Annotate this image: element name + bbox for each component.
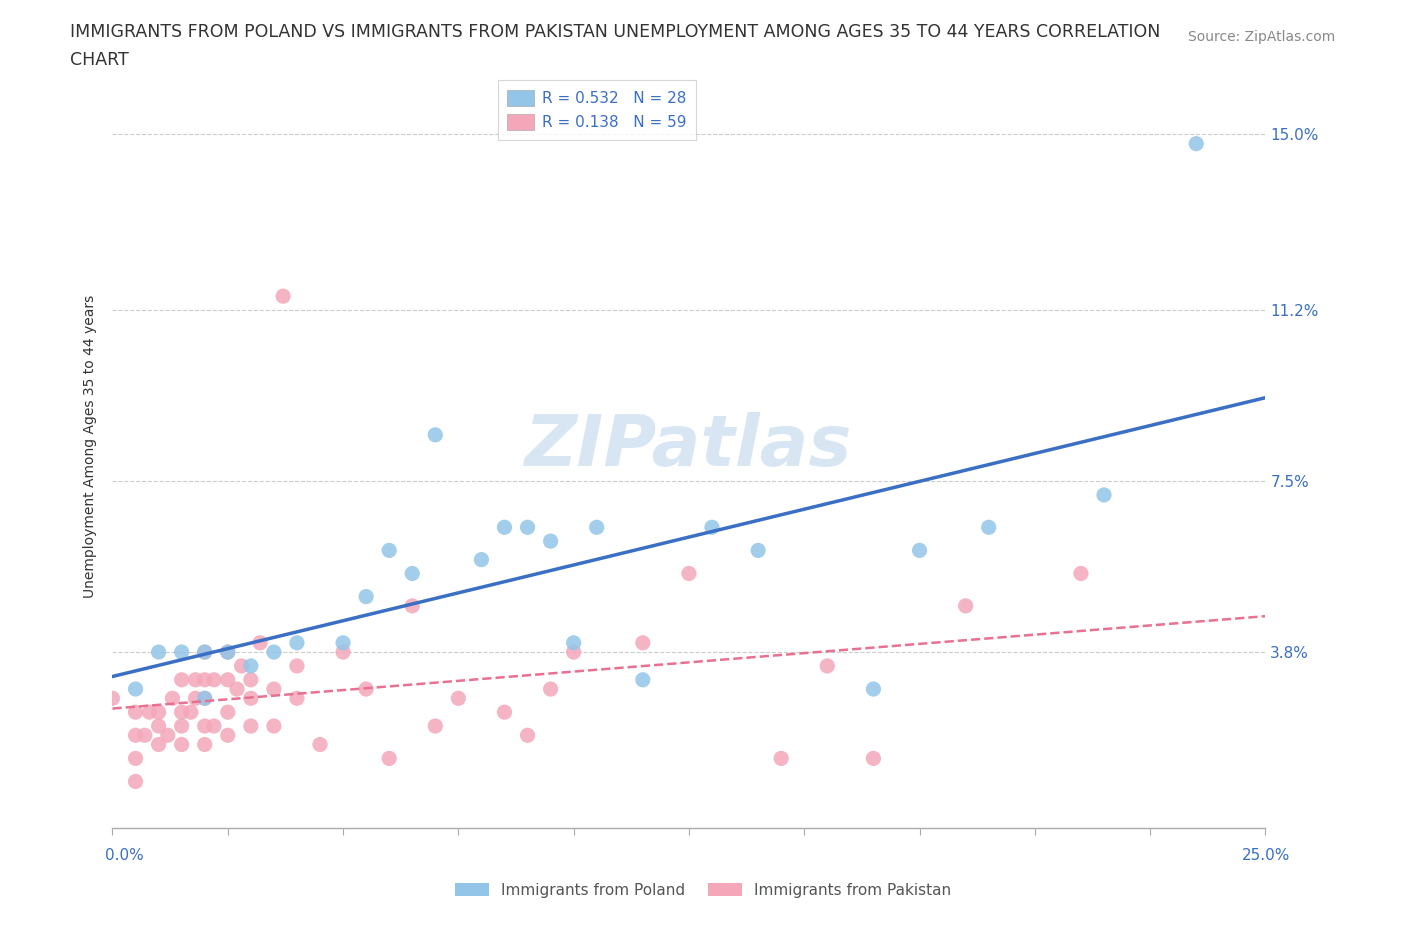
Point [631, 672, 654, 687]
Point [194, 737, 217, 752]
Point [332, 635, 354, 650]
Point [148, 644, 170, 659]
Point [217, 672, 239, 687]
Point [309, 737, 332, 752]
Point [585, 520, 607, 535]
Point [156, 728, 179, 743]
Point [202, 719, 225, 734]
Point [263, 682, 285, 697]
Text: Source: ZipAtlas.com: Source: ZipAtlas.com [1188, 30, 1336, 44]
Point [1092, 487, 1115, 502]
Point [162, 691, 184, 706]
Point [562, 644, 585, 659]
Point [955, 598, 977, 613]
Point [401, 598, 423, 613]
Legend: Immigrants from Poland, Immigrants from Pakistan: Immigrants from Poland, Immigrants from … [449, 876, 957, 904]
Y-axis label: Unemployment Among Ages 35 to 44 years: Unemployment Among Ages 35 to 44 years [83, 295, 97, 598]
Point [180, 705, 202, 720]
Point [194, 719, 217, 734]
Point [378, 751, 401, 765]
Point [540, 682, 562, 697]
Point [1185, 136, 1208, 151]
Point [470, 552, 492, 567]
Point [285, 658, 308, 673]
Point [124, 751, 146, 765]
Point [124, 682, 146, 697]
Point [494, 705, 516, 720]
Point [194, 644, 217, 659]
Point [170, 737, 193, 752]
Point [217, 644, 239, 659]
Point [770, 751, 793, 765]
Point [194, 691, 217, 706]
Point [425, 719, 447, 734]
Text: CHART: CHART [70, 51, 129, 69]
Text: IMMIGRANTS FROM POLAND VS IMMIGRANTS FROM PAKISTAN UNEMPLOYMENT AMONG AGES 35 TO: IMMIGRANTS FROM POLAND VS IMMIGRANTS FRO… [70, 23, 1161, 41]
Point [862, 751, 884, 765]
Point [494, 520, 516, 535]
Legend: R = 0.532   N = 28, R = 0.138   N = 59: R = 0.532 N = 28, R = 0.138 N = 59 [498, 80, 696, 140]
Point [101, 691, 124, 706]
Point [148, 705, 170, 720]
Point [231, 658, 253, 673]
Point [678, 566, 700, 581]
Point [562, 635, 585, 650]
Point [271, 288, 294, 303]
Point [378, 543, 401, 558]
Point [447, 691, 470, 706]
Point [700, 520, 723, 535]
Point [908, 543, 931, 558]
Point [184, 672, 207, 687]
Point [134, 728, 156, 743]
Point [217, 644, 239, 659]
Point [747, 543, 769, 558]
Point [184, 691, 207, 706]
Point [170, 705, 193, 720]
Text: 25.0%: 25.0% [1243, 848, 1291, 863]
Point [239, 658, 262, 673]
Point [516, 728, 538, 743]
Point [815, 658, 838, 673]
Text: 0.0%: 0.0% [105, 848, 145, 863]
Point [239, 719, 262, 734]
Point [124, 728, 146, 743]
Point [226, 682, 249, 697]
Point [631, 635, 654, 650]
Point [194, 691, 217, 706]
Point [354, 590, 377, 604]
Point [239, 691, 262, 706]
Point [1070, 566, 1092, 581]
Point [249, 635, 271, 650]
Point [170, 644, 193, 659]
Point [138, 705, 160, 720]
Point [401, 566, 423, 581]
Point [194, 644, 217, 659]
Text: ZIPatlas: ZIPatlas [526, 412, 852, 481]
Point [285, 691, 308, 706]
Point [124, 705, 146, 720]
Point [425, 428, 447, 443]
Point [217, 705, 239, 720]
Point [170, 672, 193, 687]
Point [148, 737, 170, 752]
Point [540, 534, 562, 549]
Point [148, 719, 170, 734]
Point [239, 672, 262, 687]
Point [263, 644, 285, 659]
Point [124, 774, 146, 789]
Point [862, 682, 884, 697]
Point [285, 635, 308, 650]
Point [332, 644, 354, 659]
Point [354, 682, 377, 697]
Point [170, 719, 193, 734]
Point [263, 719, 285, 734]
Point [194, 672, 217, 687]
Point [977, 520, 1000, 535]
Point [516, 520, 538, 535]
Point [202, 672, 225, 687]
Point [217, 728, 239, 743]
